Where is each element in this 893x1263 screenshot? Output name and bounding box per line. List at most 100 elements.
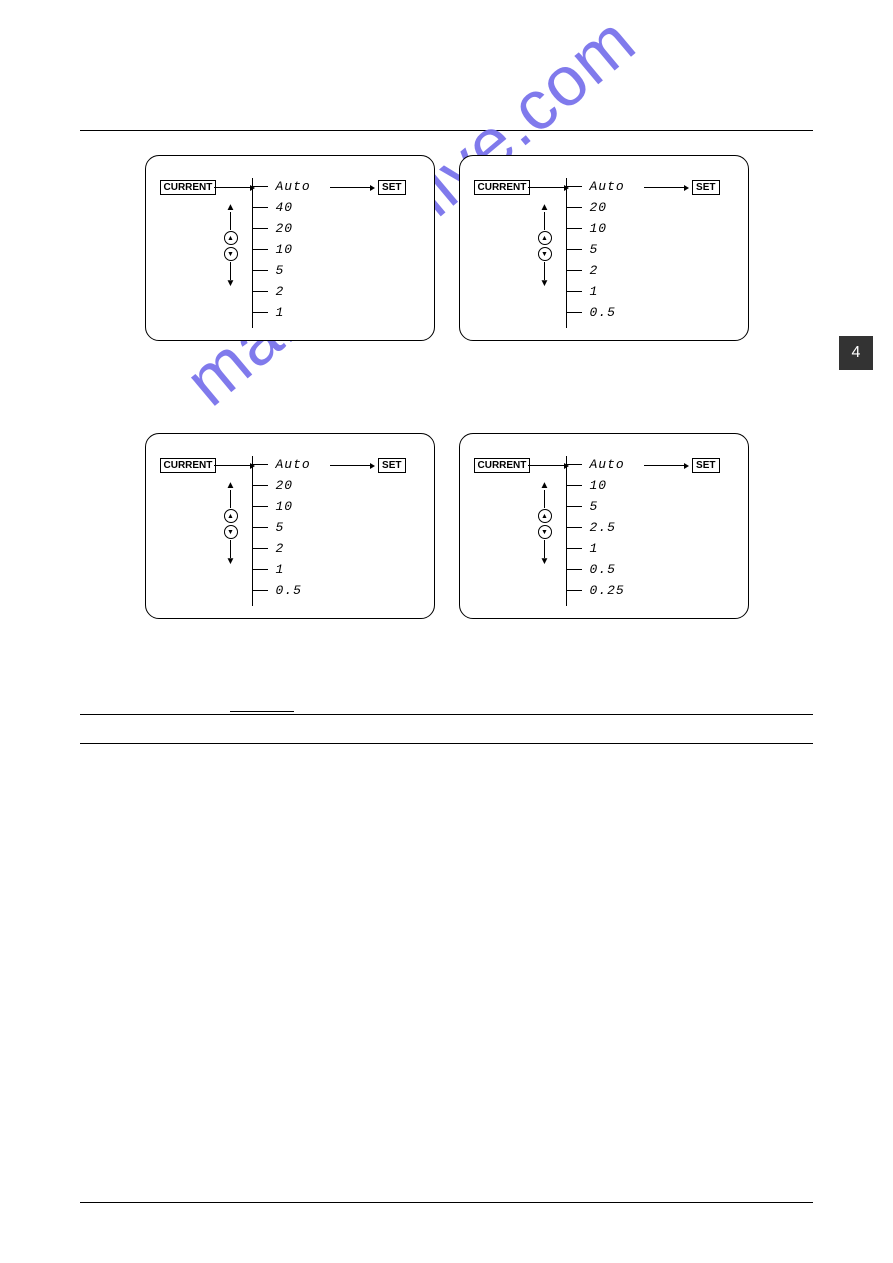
up-button[interactable]: ▲: [224, 231, 238, 245]
scale-tick: [252, 590, 268, 591]
scale-tick: [566, 527, 582, 528]
scale-label-auto: Auto: [590, 179, 625, 194]
memo-heading: MEMO: [230, 687, 294, 712]
scale-tick: [566, 270, 582, 271]
scale-label: 0.5: [590, 562, 616, 577]
scale-label: 0.25: [590, 583, 625, 598]
page-root: 4 manualshive.com CURRENTSETAuto40201052…: [0, 0, 893, 1263]
scale-label: 10: [590, 478, 608, 493]
arrow-stem: [230, 490, 231, 508]
scale-axis: [252, 178, 253, 328]
scale-axis: [566, 456, 567, 606]
scale: Auto20105210.5: [566, 178, 636, 328]
range-diagram: CURRENTSETAuto20105210.5▲▲▼▼: [459, 155, 749, 341]
scale-label: 40: [276, 200, 294, 215]
diagram-row-1: CURRENT SET Auto 40 20 10 5 2 1 ▲ ▲ ▼ ▼ CURRENT SET Au…: [80, 155, 813, 359]
scale-tick: [566, 485, 582, 486]
diagram-row-2: CURRENTSETAuto20105210.5▲▲▼▼ CURRENTSETA…: [80, 433, 813, 637]
up-button[interactable]: ▲: [224, 509, 238, 523]
rule-bottom: [80, 1202, 813, 1203]
arrow-down-icon: ▼: [226, 558, 236, 566]
arrow-to-scale: [214, 187, 250, 188]
current-label: CURRENT: [160, 458, 217, 473]
scale-tick: [252, 506, 268, 507]
arrow-down-icon: ▼: [540, 280, 550, 288]
scale-tick: [566, 506, 582, 507]
scale-label-auto: Auto: [276, 179, 311, 194]
inter-row-spacer: [80, 359, 813, 409]
updown-controls: ▲▲▼▼: [538, 482, 552, 566]
scale-tick: [566, 464, 582, 465]
scale: Auto20105210.5: [252, 456, 322, 606]
scale-label: 2: [276, 541, 285, 556]
scale-tick: [566, 312, 582, 313]
up-button[interactable]: ▲: [538, 231, 552, 245]
scale-axis: [252, 456, 253, 606]
scale-tick: [252, 249, 268, 250]
arrow-down-icon: ▼: [226, 280, 236, 288]
set-label: SET: [692, 458, 719, 473]
header-spacer: [80, 40, 813, 100]
scale-tick: [252, 207, 268, 208]
updown-controls: ▲ ▲ ▼ ▼: [224, 204, 238, 288]
panel-wrapper: CURRENTSETAuto1052.510.50.25▲▲▼▼: [459, 433, 749, 637]
current-label: CURRENT: [474, 458, 531, 473]
scale-label: 1: [276, 562, 285, 577]
down-button[interactable]: ▼: [224, 525, 238, 539]
scale: Auto402010521: [252, 178, 322, 328]
scale-label: 10: [276, 242, 294, 257]
down-button[interactable]: ▼: [538, 247, 552, 261]
panel-caption: [145, 347, 435, 359]
arrow-up-icon: ▲: [540, 204, 550, 212]
scale-label: 5: [590, 499, 599, 514]
current-label: CURRENT: [474, 180, 531, 195]
arrow-stem: [544, 490, 545, 508]
scale-tick: [566, 207, 582, 208]
chapter-tab: 4: [839, 336, 873, 370]
scale-tick: [252, 548, 268, 549]
memo-block: MEMO: [230, 687, 813, 715]
range-diagram: CURRENTSETAuto402010521▲▲▼▼: [145, 155, 435, 341]
scale-label: 10: [276, 499, 294, 514]
memo-line-2: [80, 743, 813, 744]
scale-label: 5: [276, 263, 285, 278]
memo-underline: [80, 714, 813, 715]
down-button[interactable]: ▼: [224, 247, 238, 261]
arrow-to-scale: [528, 187, 564, 188]
arrow-to-set: [644, 465, 684, 466]
panel-caption: [459, 625, 749, 637]
down-button[interactable]: ▼: [538, 525, 552, 539]
set-label: SET: [378, 458, 405, 473]
set-label: SET: [692, 180, 719, 195]
scale-tick: [566, 548, 582, 549]
scale-tick: [566, 590, 582, 591]
scale-label: 0.5: [590, 305, 616, 320]
scale-label: 2.5: [590, 520, 616, 535]
scale-tick: [252, 228, 268, 229]
arrow-stem: [230, 212, 231, 230]
scale-label: 20: [276, 221, 294, 236]
scale-label: 20: [276, 478, 294, 493]
scale-tick: [252, 312, 268, 313]
scale-label: 2: [590, 263, 599, 278]
scale-label-auto: Auto: [276, 457, 311, 472]
up-button[interactable]: ▲: [538, 509, 552, 523]
scale-axis: [566, 178, 567, 328]
arrow-up-icon: ▲: [226, 482, 236, 490]
arrow-up-icon: ▲: [226, 204, 236, 212]
panel-wrapper: CURRENTSETAuto402010521▲▲▼▼: [145, 155, 435, 359]
arrow-to-scale: [528, 465, 564, 466]
scale-tick: [252, 270, 268, 271]
current-label: CURRENT: [160, 180, 217, 195]
arrow-to-set: [644, 187, 684, 188]
scale-tick: [566, 569, 582, 570]
scale-tick: [252, 485, 268, 486]
scale-label: 2: [276, 284, 285, 299]
set-label: SET: [378, 180, 405, 195]
updown-controls: ▲ ▲ ▼ ▼: [224, 482, 238, 566]
scale-label: 1: [590, 284, 599, 299]
arrow-to-scale: [214, 465, 250, 466]
panel-wrapper: CURRENTSETAuto20105210.5▲▲▼▼: [145, 433, 435, 637]
updown-controls: ▲ ▲ ▼ ▼: [538, 204, 552, 288]
arrow-to-set: [330, 187, 370, 188]
